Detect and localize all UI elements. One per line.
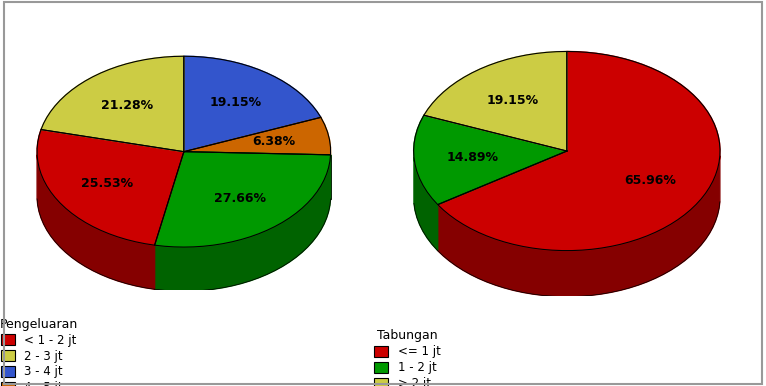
Text: 21.28%: 21.28% bbox=[101, 99, 153, 112]
Polygon shape bbox=[437, 51, 720, 251]
Text: 14.89%: 14.89% bbox=[447, 151, 499, 164]
Text: 27.66%: 27.66% bbox=[214, 191, 267, 205]
Polygon shape bbox=[37, 155, 155, 289]
Text: 65.96%: 65.96% bbox=[624, 174, 676, 187]
Polygon shape bbox=[184, 56, 321, 152]
Legend: <= 1 jt, 1 - 2 jt, > 2 jt: <= 1 jt, 1 - 2 jt, > 2 jt bbox=[371, 326, 444, 386]
Polygon shape bbox=[41, 56, 184, 152]
Text: 6.38%: 6.38% bbox=[252, 135, 295, 148]
Text: 19.15%: 19.15% bbox=[209, 96, 261, 109]
Polygon shape bbox=[155, 155, 331, 291]
Polygon shape bbox=[155, 152, 331, 247]
Polygon shape bbox=[437, 156, 720, 296]
Polygon shape bbox=[184, 117, 331, 155]
Polygon shape bbox=[37, 130, 184, 245]
Polygon shape bbox=[424, 51, 567, 151]
Legend: < 1 - 2 jt, 2 - 3 jt, 3 - 4 jt, 4 - 5 jt, > 5 jt: < 1 - 2 jt, 2 - 3 jt, 3 - 4 jt, 4 - 5 jt… bbox=[0, 314, 81, 386]
Text: 25.53%: 25.53% bbox=[81, 177, 133, 190]
Text: 19.15%: 19.15% bbox=[487, 94, 539, 107]
Polygon shape bbox=[414, 157, 437, 251]
Polygon shape bbox=[414, 115, 567, 205]
